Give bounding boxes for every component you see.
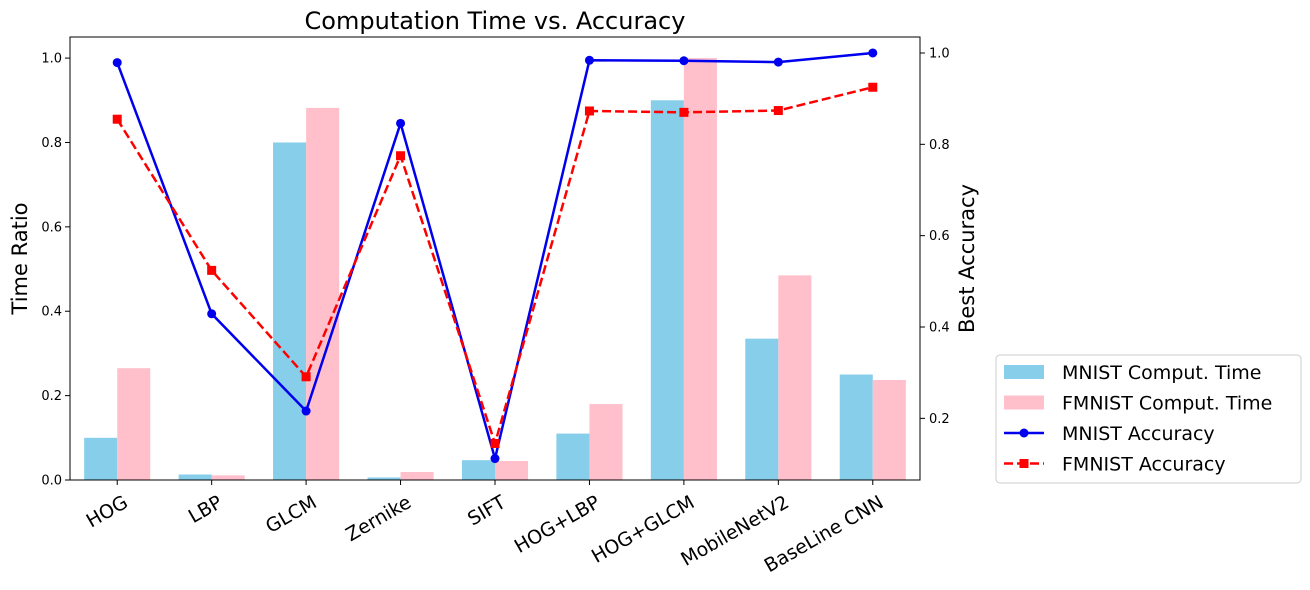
lines-layer bbox=[112, 48, 878, 464]
legend-swatch bbox=[1004, 365, 1044, 379]
right-tick-label: 0.2 bbox=[929, 412, 950, 427]
legend: MNIST Comput. Time FMNIST Comput. Time MNI… bbox=[995, 354, 1302, 484]
right-tick-label: 0.6 bbox=[929, 229, 950, 244]
fmnist-accuracy-point-4 bbox=[490, 438, 500, 448]
mnist-time-bar-5 bbox=[556, 433, 590, 480]
fmnist-accuracy-point-5 bbox=[584, 106, 594, 116]
fmnist-accuracy-point-1 bbox=[207, 265, 217, 275]
chart-title: Computation Time vs. Accuracy bbox=[305, 7, 686, 35]
right-y-axis: 0.2 0.4 0.6 0.8 1.0 bbox=[920, 46, 950, 427]
legend-box bbox=[995, 354, 1302, 484]
mnist-accuracy-point-5 bbox=[584, 55, 594, 65]
mnist-time-bar-8 bbox=[839, 374, 873, 480]
left-tick-label: 0.2 bbox=[41, 389, 62, 404]
legend-marker bbox=[1019, 428, 1029, 438]
x-tick-label: SIFT bbox=[464, 491, 510, 530]
x-tick-label: LBP bbox=[185, 491, 226, 528]
x-axis: HOG LBP GLCM Zernike SIFT HOG+LBPHOG+GLCMMobi… bbox=[83, 480, 887, 577]
mnist-accuracy-point-1 bbox=[207, 309, 217, 319]
fmnist-accuracy-point-0 bbox=[112, 114, 122, 124]
legend-label: MNIST Comput. Time bbox=[1062, 362, 1261, 384]
legend-label: MNIST Accuracy bbox=[1062, 423, 1215, 445]
mnist-accuracy-point-3 bbox=[396, 118, 406, 128]
left-tick-label: 0.6 bbox=[41, 220, 62, 235]
fmnist-time-bar-2 bbox=[306, 107, 340, 480]
right-tick-label: 0.8 bbox=[929, 138, 950, 153]
bars-layer bbox=[84, 58, 906, 481]
fmnist-accuracy-point-6 bbox=[679, 107, 689, 117]
mnist-accuracy-point-2 bbox=[301, 406, 311, 416]
mnist-time-bar-6 bbox=[650, 100, 684, 481]
fmnist-time-bar-0 bbox=[117, 368, 151, 480]
y-axis-label-right: Best Accuracy bbox=[955, 184, 979, 333]
fmnist-accuracy-point-7 bbox=[773, 106, 783, 116]
mnist-accuracy-point-8 bbox=[868, 48, 878, 58]
mnist-time-bar-1 bbox=[178, 474, 212, 480]
fmnist-time-bar-5 bbox=[589, 404, 623, 480]
right-tick-label: 1.0 bbox=[929, 46, 950, 61]
fmnist-time-bar-1 bbox=[211, 475, 245, 480]
mnist-time-bar-3 bbox=[367, 477, 401, 480]
legend-label: FMNIST Comput. Time bbox=[1062, 393, 1272, 415]
mnist-time-bar-2 bbox=[273, 142, 307, 480]
fmnist-time-bar-8 bbox=[872, 380, 906, 480]
mnist-accuracy-point-0 bbox=[112, 58, 122, 68]
left-tick-label: 0.8 bbox=[41, 136, 62, 151]
fmnist-time-bar-4 bbox=[495, 461, 529, 480]
x-tick-label: Zernike bbox=[342, 491, 415, 546]
legend-marker bbox=[1019, 459, 1029, 468]
legend-label: FMNIST Accuracy bbox=[1062, 454, 1226, 476]
legend-swatch bbox=[1004, 395, 1044, 410]
fmnist-time-bar-6 bbox=[683, 58, 717, 480]
fmnist-accuracy-point-2 bbox=[301, 372, 311, 382]
mnist-accuracy-point-7 bbox=[773, 57, 783, 67]
left-y-axis: 0.0 0.2 0.4 0.6 0.8 1.0 bbox=[41, 52, 70, 489]
y-axis-label-left: Time Ratio bbox=[8, 203, 32, 316]
mnist-time-bar-4 bbox=[461, 460, 495, 480]
fmnist-accuracy-point-3 bbox=[396, 151, 406, 161]
x-tick-label: GLCM bbox=[262, 491, 321, 538]
x-tick-label: HOG bbox=[83, 491, 132, 532]
left-tick-label: 1.0 bbox=[41, 52, 62, 67]
mnist-time-bar-7 bbox=[745, 338, 779, 480]
right-tick-label: 0.4 bbox=[929, 321, 950, 336]
fmnist-time-bar-7 bbox=[778, 275, 812, 480]
mnist-accuracy-point-6 bbox=[679, 56, 689, 66]
left-tick-label: 0.0 bbox=[41, 474, 62, 489]
fmnist-time-bar-3 bbox=[400, 471, 434, 480]
mnist-accuracy-point-4 bbox=[490, 454, 500, 464]
mnist-time-bar-0 bbox=[84, 437, 118, 480]
fmnist-accuracy-point-8 bbox=[868, 82, 878, 92]
left-tick-label: 0.4 bbox=[41, 305, 62, 320]
